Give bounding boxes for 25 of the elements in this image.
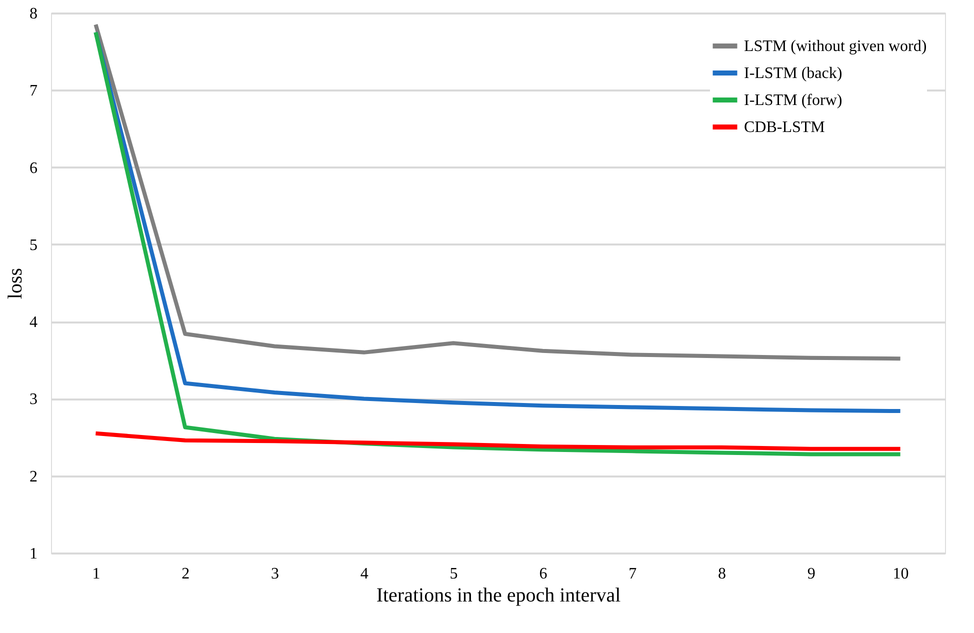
x-tick-label: 8 — [718, 566, 726, 582]
y-axis-title: loss — [4, 268, 26, 300]
y-tick-label: 4 — [30, 314, 38, 332]
legend-label: I-LSTM (forw) — [744, 92, 842, 109]
y-tick-label: 6 — [30, 160, 38, 177]
y-tick-label: 5 — [30, 236, 38, 254]
y-tick-label: 2 — [30, 468, 38, 486]
y-tick-label: 1 — [30, 546, 38, 562]
x-tick-label: 5 — [450, 566, 458, 582]
x-tick-label: 7 — [628, 566, 637, 582]
y-tick-label: 8 — [30, 6, 38, 22]
x-tick-label: 4 — [360, 566, 368, 582]
x-tick-label: 6 — [539, 566, 548, 582]
legend-label: CDB-LSTM — [744, 119, 825, 136]
x-tick-label: 10 — [892, 566, 909, 582]
legend-label: LSTM (without given word) — [744, 38, 927, 55]
x-tick-label: 2 — [182, 566, 190, 582]
y-tick-label: 3 — [30, 391, 38, 408]
x-tick-label: 3 — [271, 566, 279, 582]
legend-label: I-LSTM (back) — [744, 65, 842, 82]
x-tick-label: 9 — [807, 566, 816, 582]
x-tick-label: 1 — [92, 566, 100, 582]
line-series — [94, 431, 902, 451]
y-tick-label: 7 — [30, 82, 38, 100]
x-axis-title: Iterations in the epoch interval — [376, 584, 622, 606]
